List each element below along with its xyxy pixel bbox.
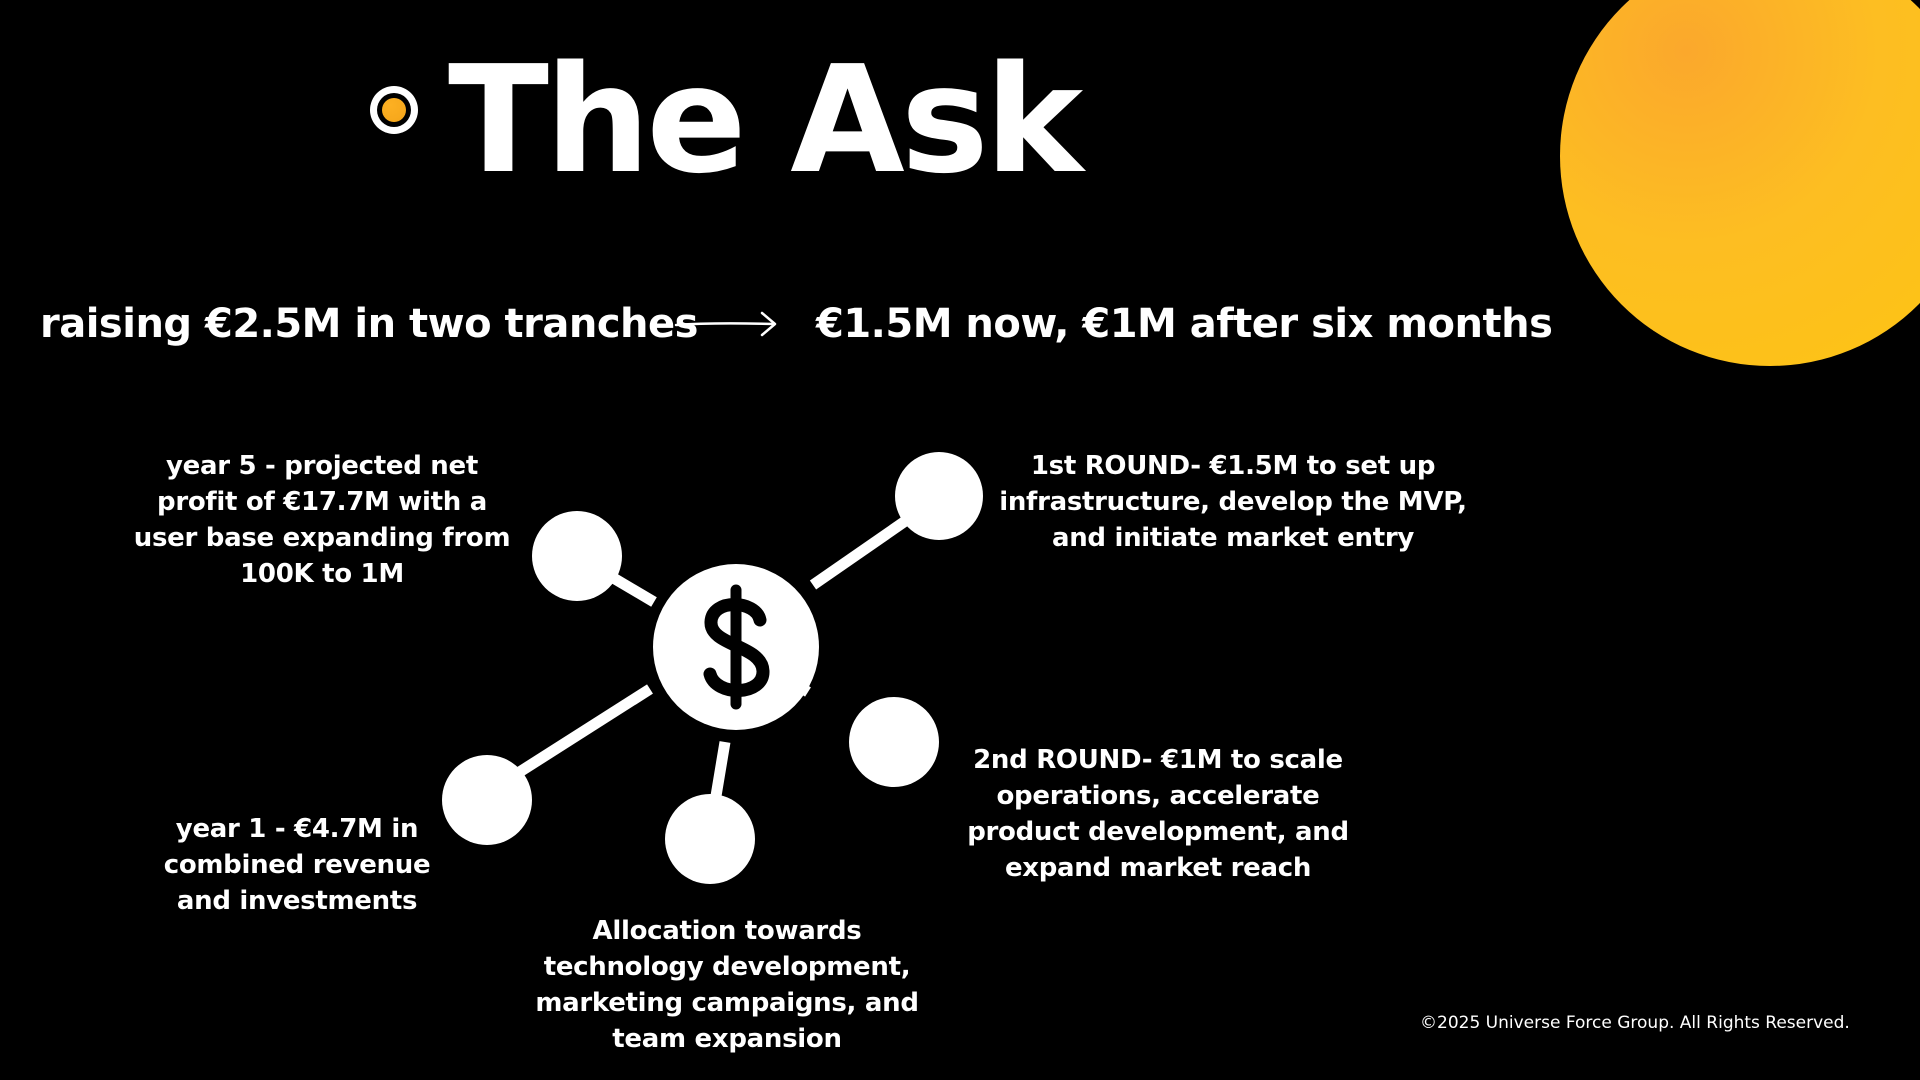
- second-round-text: 2nd ROUND- €1M to scale operations, acce…: [967, 745, 1349, 883]
- raising-amount-text: raising €2.5M in two tranches: [40, 301, 698, 347]
- year1-revenue-text: year 1 - €4.7M in combined revenue and i…: [163, 814, 431, 916]
- first-round-text: 1st ROUND- €1.5M to set up infrastructur…: [999, 451, 1467, 553]
- dollar-network-icon: [442, 452, 983, 884]
- title-bullet-icon: [370, 86, 418, 134]
- allocation-text: Allocation towards technology developmen…: [535, 916, 919, 1054]
- network-link: [504, 684, 653, 785]
- network-node: [895, 452, 983, 540]
- network-node: [665, 794, 755, 884]
- network-node: [442, 755, 532, 845]
- page-title: The Ask: [448, 34, 1083, 206]
- network-node: [532, 511, 622, 601]
- dollar-sign-icon: [703, 584, 770, 710]
- network-node: [849, 697, 939, 787]
- copyright-footer: ©2025 Universe Force Group. All Rights R…: [1420, 1013, 1850, 1033]
- tranches-text: €1.5M now, €1M after six months: [816, 301, 1553, 347]
- network-link: [607, 571, 657, 607]
- arrow-right-icon: [674, 311, 777, 337]
- yellow-sun-circle: [1560, 0, 1920, 366]
- year5-projection-text: year 5 - projected net profit of €17.7M …: [133, 451, 511, 589]
